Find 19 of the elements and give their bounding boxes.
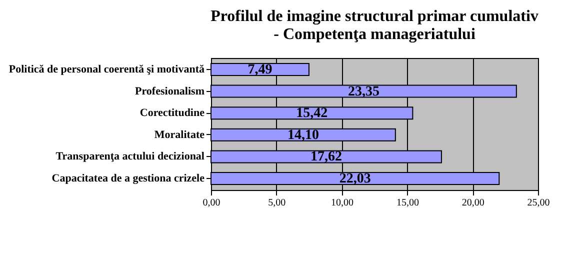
data-label: 14,10	[287, 128, 319, 143]
x-tick-label: 25,00	[527, 198, 550, 208]
data-label: 15,42	[296, 106, 328, 122]
data-label: 7,49	[248, 62, 272, 78]
x-tick-label: 0,00	[202, 198, 220, 208]
y-tick-label: Moralitate	[154, 128, 205, 141]
y-tick-label: Transparenţa actului decizional	[56, 150, 204, 163]
data-label: 22,03	[339, 172, 371, 187]
chart-title: Profilul de imagine structural primar cumulativ - Competenţa manageriatului	[210, 8, 538, 43]
y-tick-label: Corectitudine	[140, 107, 205, 120]
x-tick-label: 5,00	[268, 198, 286, 208]
data-label: 17,62	[310, 150, 342, 165]
x-tick-label: 15,00	[396, 198, 419, 208]
y-tick-label: Profesionalism	[135, 85, 204, 98]
x-tick-label: 10,00	[331, 198, 354, 208]
data-label: 23,35	[348, 84, 380, 100]
y-tick-label: Capacitatea de a gestiona crizele	[52, 172, 205, 185]
y-tick-label: Politică de personal coerentă şi motivantă	[8, 63, 205, 76]
x-tick-label: 20,00	[462, 198, 484, 208]
